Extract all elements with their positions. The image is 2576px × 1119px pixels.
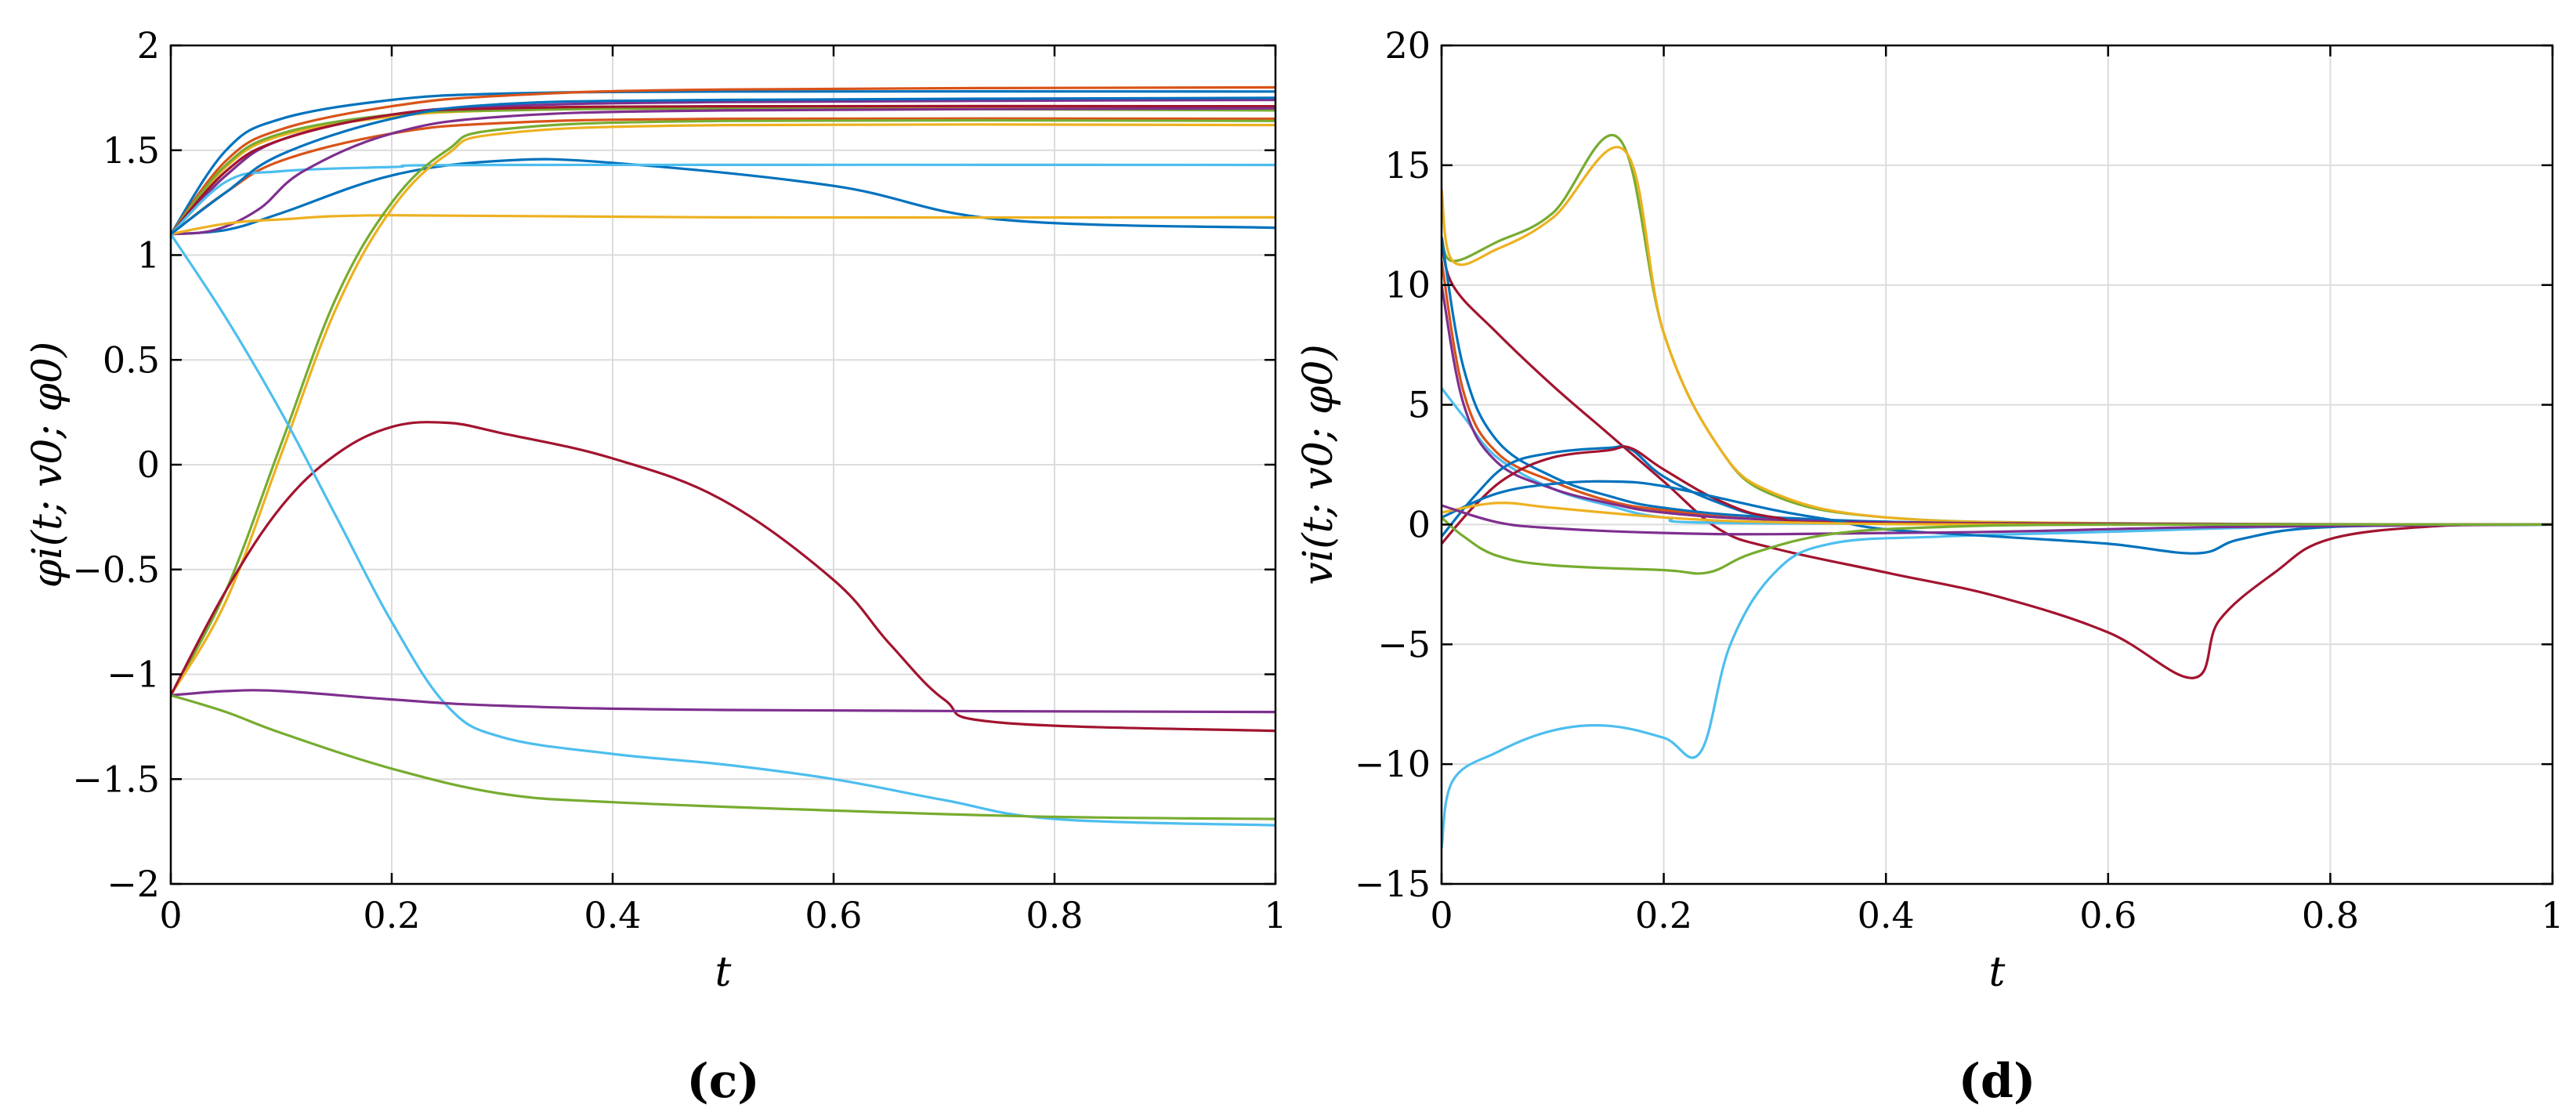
- series-line-s14: [171, 123, 1275, 697]
- y-axis-label: vi(t; v0; φ0): [1295, 344, 1342, 585]
- y-tick-label: 5: [1408, 384, 1431, 426]
- series-line-d1: [1442, 133, 2552, 526]
- y-tick-label: 20: [1384, 24, 1431, 67]
- x-tick-label: 0: [1430, 894, 1453, 936]
- y-tick-label: 15: [1384, 144, 1431, 186]
- series-line-s12: [171, 96, 1275, 236]
- series-line-s9: [171, 163, 1275, 235]
- y-axis-label: φi(t; v0; φ0): [24, 342, 71, 588]
- series-line-d11: [1442, 480, 2552, 555]
- x-tick-label: 0.8: [2302, 894, 2359, 936]
- series-line-d3: [1442, 237, 2552, 679]
- series-line-d7: [1442, 260, 2552, 526]
- series-line-s15: [171, 421, 1275, 733]
- panel-label: (c): [686, 1054, 759, 1109]
- x-axis-label: t: [715, 949, 732, 996]
- x-tick-label: 0.4: [584, 894, 641, 936]
- y-tick-label: −1.5: [72, 758, 160, 800]
- x-tick-label: 0.4: [1858, 894, 1915, 936]
- y-tick-label: −2: [107, 863, 160, 905]
- x-tick-label: 1: [1264, 894, 1286, 936]
- y-tick-label: 10: [1384, 264, 1431, 306]
- y-tick-label: 1: [137, 234, 160, 277]
- panel-d: 0 0.2 0.4 0.6 0.8 1 −15 −10 −5 0 5 10 15 20 t vi(t; v0;…: [1295, 24, 2564, 1109]
- series-line-s11: [171, 214, 1275, 236]
- panel-c: 0 0.2 0.4 0.6 0.8 1 −2 −1.5 −1 −0.5 0 0.5 1 1.5 2 t φi(t…: [24, 24, 1287, 1109]
- x-tick-label: 0.8: [1026, 894, 1083, 936]
- y-tick-label: −10: [1355, 743, 1431, 785]
- y-tick-label: 0: [137, 444, 160, 486]
- series-line-s10: [171, 107, 1275, 236]
- series-line-s2: [171, 85, 1275, 235]
- y-tick-label: −1: [107, 654, 160, 696]
- panel-label: (d): [1959, 1054, 2036, 1109]
- series-line-d2: [1442, 146, 2552, 526]
- y-tick-label: 1.5: [103, 129, 160, 172]
- x-tick-label: 0.6: [2079, 894, 2136, 936]
- series-line-s16: [171, 233, 1275, 827]
- y-tick-label: −5: [1377, 623, 1431, 665]
- series-line-s8: [171, 158, 1275, 236]
- series-line-s4: [171, 98, 1275, 235]
- series-line-s17: [171, 689, 1275, 714]
- x-tick-label: 0.6: [805, 894, 862, 936]
- x-tick-label: 1: [2541, 894, 2563, 936]
- x-tick-label: 0.2: [1635, 894, 1692, 936]
- series-line-d4: [1442, 523, 2552, 849]
- y-tick-label: 2: [137, 24, 160, 67]
- series-line-s1: [171, 90, 1275, 235]
- y-tick-label: −0.5: [72, 549, 160, 591]
- x-axis-label: t: [1989, 949, 2006, 996]
- series-line-s6: [171, 104, 1275, 235]
- series-line-s13: [171, 118, 1275, 697]
- series-line-s7: [171, 117, 1275, 236]
- series-line-d14: [1442, 516, 2552, 575]
- y-tick-label: 0: [1408, 503, 1431, 545]
- axes-box: [1440, 44, 2554, 885]
- x-tick-label: 0.2: [363, 894, 420, 936]
- series-group: [1442, 133, 2552, 849]
- y-tick-label: −15: [1355, 863, 1431, 905]
- series-line-s18: [171, 693, 1275, 820]
- x-tick-label: 0: [159, 894, 182, 936]
- series-group: [171, 85, 1275, 827]
- y-tick-label: 0.5: [103, 339, 160, 381]
